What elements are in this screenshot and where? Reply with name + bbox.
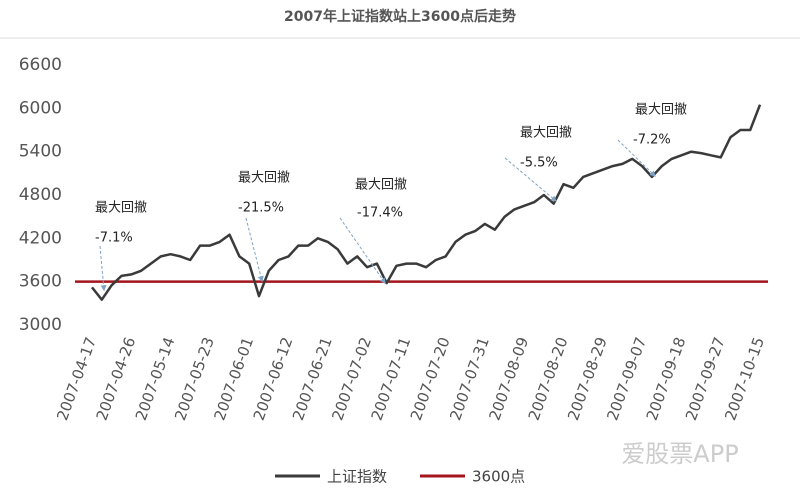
annotation-text: -17.4% (357, 206, 403, 221)
y-tick-label: 3600 (19, 272, 62, 292)
annotation-arrow (99, 245, 107, 292)
legend-label: 3600点 (472, 468, 525, 486)
y-tick-label: 6600 (19, 55, 62, 75)
watermark: 爱股票APP (621, 440, 738, 468)
y-tick-label: 3000 (19, 315, 62, 335)
y-tick-label: 5400 (19, 142, 62, 162)
annotation-label: 最大回撤 (238, 170, 290, 186)
annotation-text: -7.2% (633, 133, 671, 148)
annotation-label: 最大回撤 (355, 177, 407, 193)
annotation-text: -7.1% (95, 231, 133, 246)
y-tick-label: 4800 (19, 185, 62, 205)
annotation-arrow (504, 157, 557, 202)
annotation-arrow (339, 217, 386, 284)
y-tick-label: 6000 (19, 98, 62, 118)
annotation-text: -5.5% (520, 156, 558, 171)
annotation-label: 最大回撤 (520, 125, 572, 141)
annotation-label: 最大回撤 (95, 200, 147, 216)
chart-title: 2007年上证指数站上3600点后走势 (284, 8, 516, 25)
annotation-text: -21.5% (238, 201, 284, 216)
legend-label: 上证指数 (327, 468, 387, 486)
annotation-label: 最大回撤 (635, 102, 687, 118)
y-tick-label: 4200 (19, 228, 62, 248)
data-line (91, 104, 762, 301)
annotation-arrow (245, 217, 264, 283)
annotation-arrow (617, 139, 656, 177)
